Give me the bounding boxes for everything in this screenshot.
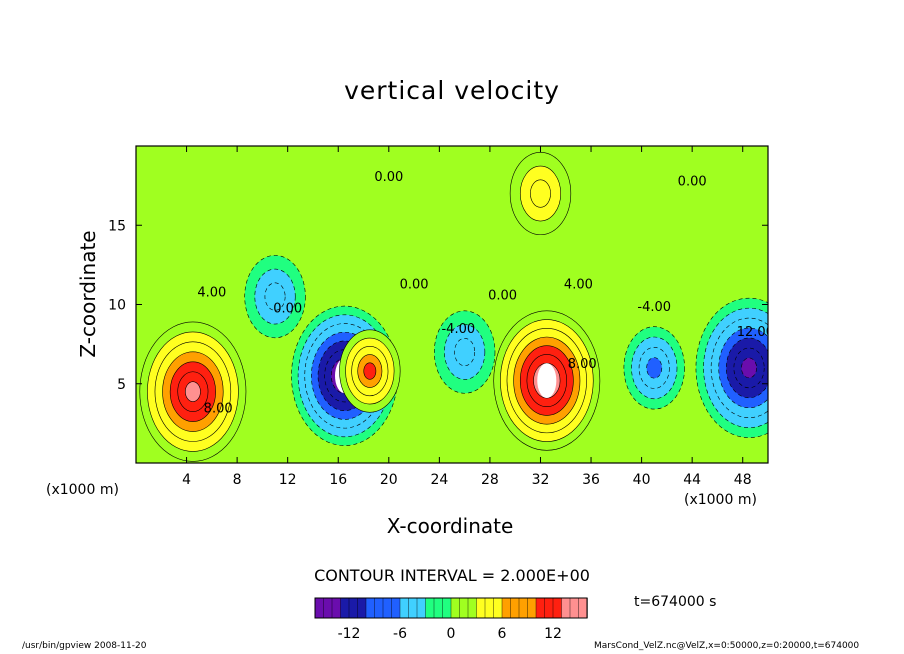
y-tick-label: 15 [108, 218, 126, 234]
peak-core [537, 363, 557, 399]
colorbar: -12 -6 0 6 12 [314, 597, 588, 642]
colorbar-swatch [578, 597, 588, 619]
colorbar-swatch [544, 597, 554, 619]
contour-label: -4.00 [637, 300, 671, 315]
y-tick-label: 10 [108, 298, 126, 314]
x-tick-label: 24 [430, 472, 448, 488]
colorbar-tick-label: 12 [544, 626, 562, 642]
x-tick-label: 20 [380, 472, 398, 488]
colorbar-swatch [510, 597, 520, 619]
x-tick-label: 48 [734, 472, 752, 488]
colorbar-swatch [374, 597, 384, 619]
x-unit-label-right: (x1000 m) [684, 492, 757, 508]
colorbar-swatch [408, 597, 418, 619]
contour-ring [741, 357, 757, 379]
colorbar-swatch [425, 597, 435, 619]
upper-weak-band [136, 146, 768, 257]
x-tick-label: 32 [532, 472, 550, 488]
x-unit-label-left: (x1000 m) [46, 482, 119, 498]
contour-label: 0.00 [273, 301, 302, 316]
x-tick-label: 28 [481, 472, 499, 488]
colorbar-swatch [467, 597, 478, 619]
colorbar-swatch [340, 597, 350, 619]
colorbar-swatch [459, 597, 469, 619]
colorbar-tick-label: -6 [393, 626, 407, 642]
velocity-feature [695, 297, 768, 438]
velocity-feature [139, 321, 247, 462]
colorbar-swatch [314, 597, 325, 619]
y-tick-label: 5 [117, 377, 126, 393]
x-tick-label: 8 [233, 472, 242, 488]
contour-ring [184, 381, 201, 402]
contour-ring [530, 179, 551, 208]
colorbar-swatch [450, 597, 461, 619]
colorbar-swatch [501, 597, 512, 619]
colorbar-swatch [476, 597, 486, 619]
contour-label: 4.00 [197, 286, 226, 301]
x-tick-label: 36 [582, 472, 600, 488]
velocity-feature [339, 329, 401, 413]
footer-right-text: MarsCond_VelZ.nc@VelZ,x=0:50000,z=0:2000… [594, 641, 860, 651]
colorbar-swatch [323, 597, 333, 619]
footer-left-text: /usr/bin/gpview 2008-11-20 [22, 641, 147, 651]
contour-label: -4.00 [441, 322, 475, 337]
colorbar-swatch [569, 597, 580, 619]
colorbar-swatch [484, 597, 495, 619]
colorbar-swatch [527, 597, 537, 619]
x-tick-label: 40 [633, 472, 651, 488]
contour-label: 8.00 [204, 401, 233, 416]
colorbar-swatch [552, 597, 563, 619]
contour-label: 0.00 [488, 289, 517, 304]
contour-ring [264, 282, 286, 311]
contour-label: 4.00 [564, 278, 593, 293]
contour-interval-text: CONTOUR INTERVAL = 2.000E+00 [314, 566, 590, 585]
contour-label: 0.00 [374, 170, 403, 185]
contour-label: 0.00 [678, 175, 707, 190]
contour-ring [363, 362, 377, 380]
colorbar-tick-label: 6 [498, 626, 507, 642]
velocity-feature [509, 152, 572, 236]
contour-label: 0.00 [400, 278, 429, 293]
velocity-feature [244, 255, 306, 339]
colorbar-swatch [365, 597, 376, 619]
colorbar-swatch [399, 597, 410, 619]
colorbar-swatch [493, 597, 503, 619]
x-tick-label: 12 [279, 472, 297, 488]
colorbar-frame [314, 597, 588, 619]
contour-ring [454, 338, 476, 367]
colorbar-swatch [518, 597, 529, 619]
colorbar-swatch [391, 597, 401, 619]
colorbar-swatch [416, 597, 427, 619]
colorbar-swatch [433, 597, 444, 619]
colorbar-swatch [348, 597, 359, 619]
contour-label: 8.00 [568, 357, 597, 372]
x-axis-label: X-coordinate [386, 514, 514, 538]
x-tick-label: 44 [683, 472, 701, 488]
velocity-feature [623, 326, 685, 410]
velocity-feature [493, 310, 601, 451]
contour-label: 12.00 [737, 325, 774, 340]
plot-area: 4.00 8.00 0.00 -4.00 4.00 8.00 0.00 -4.00 0.00 0.… [136, 146, 774, 463]
colorbar-swatch [535, 597, 546, 619]
colorbar-swatch [382, 597, 393, 619]
x-tick-label: 4 [182, 472, 191, 488]
colorbar-swatch [357, 597, 367, 619]
colorbar-tick-label: 0 [447, 626, 456, 642]
time-label: t=674000 s [634, 594, 717, 610]
colorbar-swatch [561, 597, 571, 619]
chart-title: vertical velocity [344, 76, 560, 105]
velocity-feature [434, 310, 496, 394]
colorbar-tick-label: -12 [338, 626, 361, 642]
contour-ring [646, 357, 663, 379]
x-tick-label: 16 [329, 472, 347, 488]
colorbar-swatch [442, 597, 452, 619]
colorbar-swatch [331, 597, 342, 619]
